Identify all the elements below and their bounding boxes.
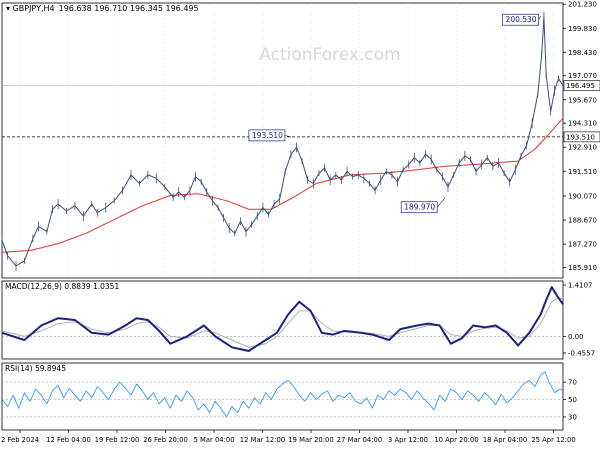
macd-label: MACD(12,26,9) 0.8839 1.0351 <box>5 282 119 291</box>
annotation-connector <box>436 197 446 208</box>
annotation-connector <box>538 16 541 20</box>
symbol-timeframe: GBPJPY,H4 <box>13 4 55 13</box>
price-tick-label: 195.670 <box>568 96 597 104</box>
macd-tick-label: -0.4557 <box>568 350 595 358</box>
x-tick-label: 10 Apr 20:00 <box>434 436 478 444</box>
watermark: ActionForex.com <box>259 45 400 65</box>
x-tick-label: 25 Apr 12:00 <box>531 436 575 444</box>
rsi-tick-label: 50 <box>568 396 577 404</box>
x-tick-label: 26 Feb 20:00 <box>143 436 188 444</box>
panel-frame <box>1 280 564 360</box>
price-tick-label: 187.270 <box>568 241 597 249</box>
macd-panel: 1.4107 0.00 -0.4557 <box>1 280 595 360</box>
rsi-tick-label: 30 <box>568 413 577 421</box>
price-tick-label: 191.510 <box>568 168 597 176</box>
annotation-label: 200.530 <box>506 15 537 24</box>
price-panel: 201.230 199.830 198.430 197.070 195.670 194.3… <box>1 1 600 279</box>
x-tick-label: 12 Feb 04:00 <box>46 436 91 444</box>
macd-line <box>1 286 564 352</box>
price-tick-label: 201.230 <box>568 1 597 9</box>
price-tick-label: 192.910 <box>568 144 597 152</box>
annotation-box <box>248 129 286 142</box>
price-tick-label: 199.830 <box>568 25 597 33</box>
x-tick-label: 5 Mar 04:00 <box>193 436 234 444</box>
x-tick-label: 18 Apr 04:00 <box>483 436 527 444</box>
panel-frame <box>1 362 564 431</box>
x-tick-label: 3 Apr 12:00 <box>388 436 428 444</box>
price-tick-label: 188.670 <box>568 217 597 225</box>
moving-average-line <box>1 117 564 253</box>
x-axis: 2 Feb 2024 12 Feb 04:00 19 Feb 12:00 26 Feb… <box>1 430 576 444</box>
level-price-label: 193.510 <box>566 133 595 141</box>
annotation-label: 193.510 <box>252 131 283 140</box>
x-tick-label: 27 Mar 04:00 <box>337 436 382 444</box>
price-tick-label: 194.310 <box>568 120 597 128</box>
panel-frame <box>1 2 564 279</box>
symbol-triangle-icon: ▾ <box>6 4 13 13</box>
x-tick-label: 2 Feb 2024 <box>1 436 39 444</box>
current-price-label: 196.495 <box>566 82 595 90</box>
rsi-label: RSI(14) 59.8945 <box>5 364 66 373</box>
price-tick-label: 185.910 <box>568 264 597 272</box>
x-tick-label: 19 Mar 20:00 <box>288 436 333 444</box>
x-tick-label: 19 Feb 12:00 <box>95 436 140 444</box>
rsi-panel: 70 50 30 <box>1 362 577 431</box>
ohlc-values: 196.638 196.710 196.345 196.495 <box>59 4 199 13</box>
rsi-line <box>1 371 564 418</box>
x-tick-label: 12 Mar 12:00 <box>240 436 285 444</box>
price-tick-label: 197.070 <box>568 72 597 80</box>
price-tick-label: 190.070 <box>568 193 597 201</box>
macd-tick-label: 1.4107 <box>568 281 593 289</box>
current-price-box <box>563 80 600 91</box>
annotation-label: 189.970 <box>404 203 435 212</box>
macd-tick-label: 0.00 <box>568 333 584 341</box>
annotation-connector <box>284 135 291 138</box>
price-tick-label: 198.430 <box>568 49 597 57</box>
chart-header: ▾ GBPJPY,H4 196.638 196.710 196.345 196.4… <box>6 4 199 13</box>
rsi-tick-label: 70 <box>568 379 577 387</box>
level-price-box <box>563 131 600 143</box>
